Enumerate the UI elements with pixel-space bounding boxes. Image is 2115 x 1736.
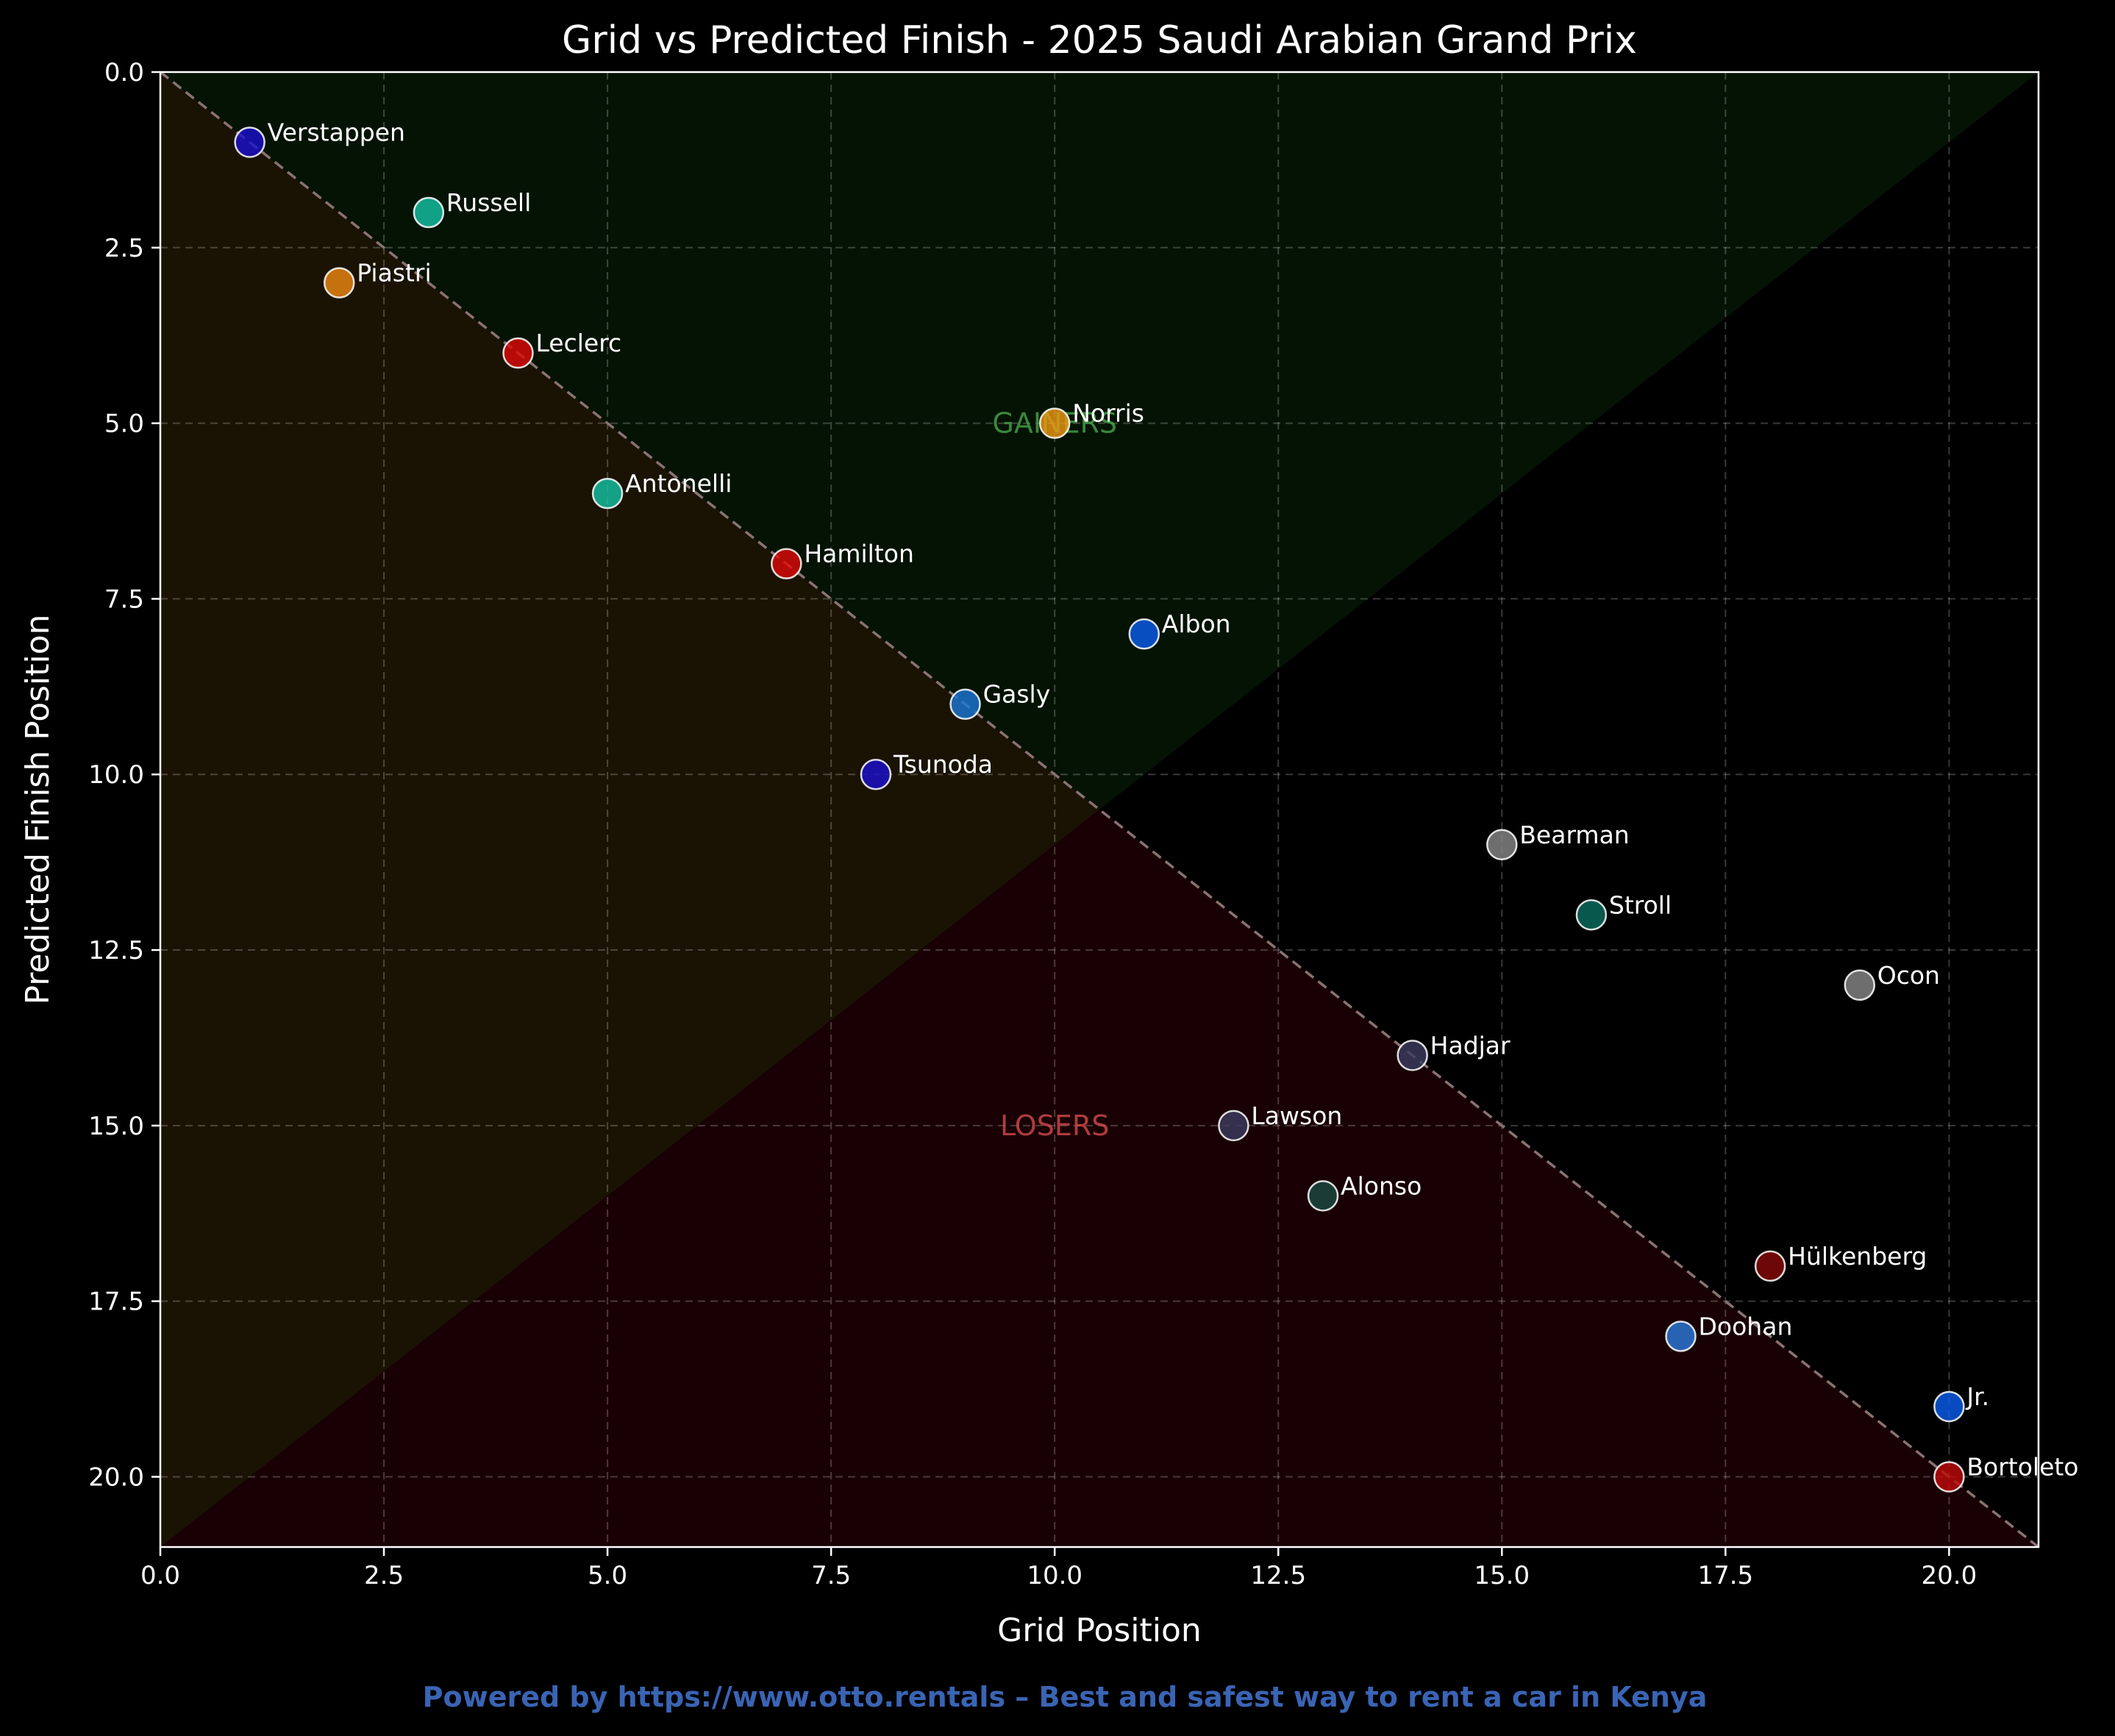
point-label: Gasly <box>983 680 1051 709</box>
point-label: Bearman <box>1519 821 1629 849</box>
data-point <box>502 337 534 369</box>
data-point <box>323 267 355 299</box>
y-tick-label: 5.0 <box>104 410 144 439</box>
y-tick-label: 20.0 <box>88 1462 144 1492</box>
x-tick-label: 10.0 <box>1027 1561 1083 1590</box>
data-point <box>1128 618 1160 650</box>
shaded-regions <box>160 72 2039 1547</box>
losers-region <box>160 810 2039 1547</box>
plot-frame <box>159 71 2040 1549</box>
x-tick-label: 2.5 <box>364 1561 404 1590</box>
chart-title: Grid vs Predicted Finish - 2025 Saudi Ar… <box>562 18 1637 62</box>
data-point <box>1844 969 1876 1001</box>
data-point <box>1038 407 1071 439</box>
point-label: Albon <box>1162 610 1231 638</box>
y-tick-label: 0.0 <box>104 58 144 87</box>
point-label: Stroll <box>1609 890 1672 919</box>
point-label: Bortoleto <box>1966 1452 2078 1481</box>
y-tick-label: 17.5 <box>88 1287 144 1317</box>
data-point <box>860 758 892 790</box>
point-label: Lawson <box>1251 1101 1342 1130</box>
gainers-region <box>160 72 2039 810</box>
point-label: Hülkenberg <box>1788 1242 1927 1271</box>
x-tick-label: 12.5 <box>1250 1561 1306 1590</box>
data-point <box>1575 899 1608 931</box>
data-point <box>413 196 445 229</box>
point-label: Verstappen <box>268 118 405 147</box>
data-point <box>1933 1461 1965 1493</box>
point-label: Norris <box>1072 399 1144 428</box>
x-tick-label: 20.0 <box>1922 1561 1977 1590</box>
y-tick-label: 12.5 <box>88 936 144 965</box>
y-tick-label: 15.0 <box>88 1112 144 1141</box>
y-tick-label: 10.0 <box>88 760 144 790</box>
point-label: Antonelli <box>625 469 732 498</box>
data-point <box>1307 1180 1339 1212</box>
point-label: Piastri <box>357 259 431 287</box>
point-label: Jr. <box>1965 1382 1989 1411</box>
data-point <box>1665 1321 1697 1352</box>
point-label: Russell <box>446 188 531 217</box>
point-label: Doohan <box>1699 1312 1793 1340</box>
point-label: Alonso <box>1341 1171 1422 1200</box>
data-point <box>1397 1040 1428 1071</box>
losers-region-label: LOSERS <box>1000 1110 1109 1142</box>
grid-lines <box>160 71 2039 1547</box>
y-tick-label: 2.5 <box>104 234 144 263</box>
data-point <box>591 477 624 510</box>
point-labels: Verstappen Russell Piastri Leclerc Norris Ant… <box>268 118 2079 1482</box>
reference-line-y-equals-x <box>159 71 2040 1549</box>
x-axis-ticks: 0.0 2.5 5.0 7.5 10.0 12.5 15.0 17.5 20.0 <box>140 1547 1977 1590</box>
point-label: Ocon <box>1877 961 1940 990</box>
point-label: Hadjar <box>1430 1031 1511 1060</box>
x-tick-label: 7.5 <box>811 1561 851 1590</box>
y-axis-ticks: 0.0 2.5 5.0 7.5 10.0 12.5 15.0 17.5 20.0 <box>88 58 160 1492</box>
data-point <box>771 548 802 579</box>
left-neutral-region <box>160 72 1099 1547</box>
data-point <box>1486 829 1518 861</box>
point-label: Tsunoda <box>893 750 993 779</box>
data-point <box>1218 1110 1249 1142</box>
data-points <box>234 126 1965 1493</box>
point-label: Hamilton <box>804 540 914 568</box>
x-tick-label: 15.0 <box>1474 1561 1530 1590</box>
x-tick-label: 5.0 <box>588 1561 627 1590</box>
data-point <box>1754 1250 1786 1282</box>
data-point <box>949 688 981 720</box>
x-tick-label: 0.0 <box>140 1561 180 1590</box>
data-point <box>234 126 265 158</box>
footer-credit: Powered by https://www.otto.rentals – Be… <box>423 1681 1708 1713</box>
x-tick-label: 17.5 <box>1697 1561 1753 1590</box>
point-label: Leclerc <box>535 329 621 357</box>
y-tick-label: 7.5 <box>104 585 144 614</box>
data-point <box>1933 1390 1965 1423</box>
x-axis-label: Grid Position <box>997 1612 1202 1649</box>
y-axis-label: Predicted Finish Position <box>19 614 57 1004</box>
